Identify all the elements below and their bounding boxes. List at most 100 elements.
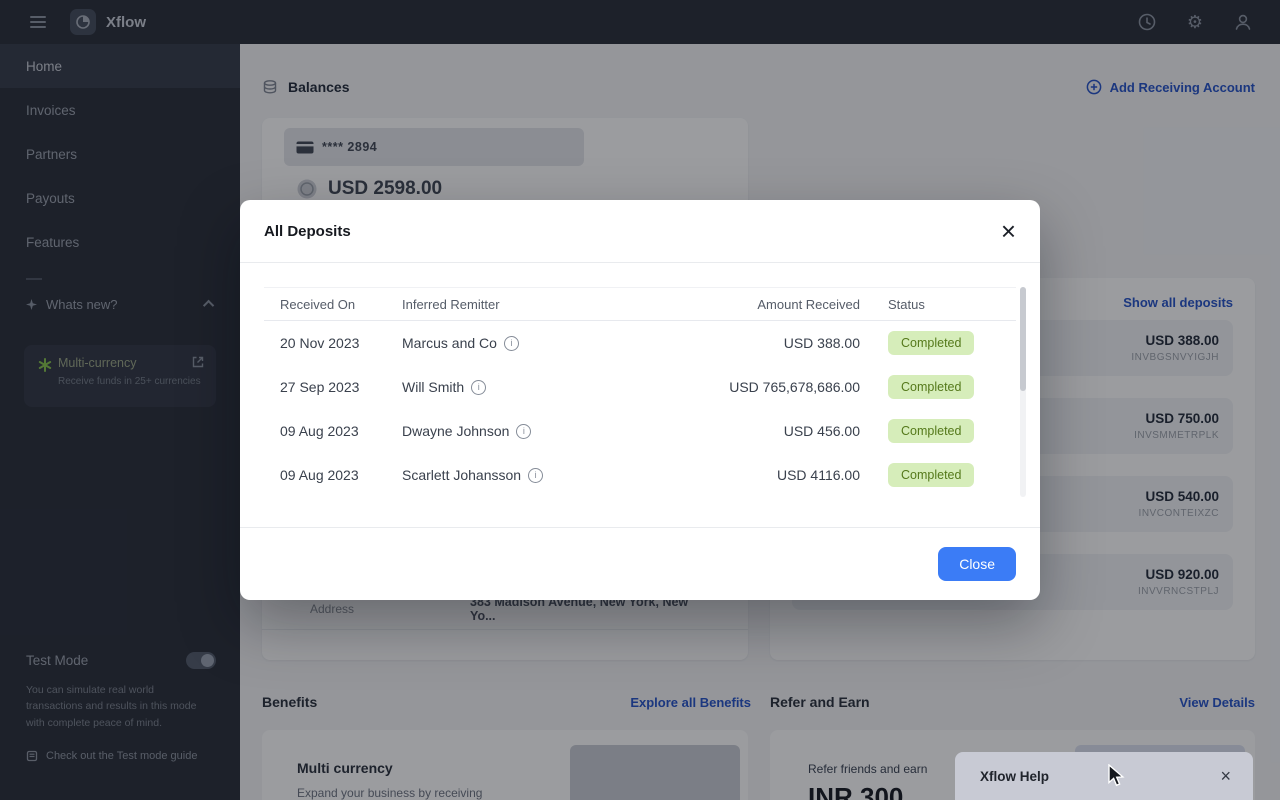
status-badge: Completed	[888, 463, 975, 487]
promo-title: Multi-currency	[58, 356, 137, 370]
test-mode-guide-link[interactable]: Check out the Test mode guide	[26, 750, 197, 762]
close-button[interactable]: Close	[938, 547, 1016, 581]
remitter-cell: Marcus and Co i	[402, 335, 640, 351]
deposit-reference: INVCONTEIXZC	[1138, 508, 1219, 519]
refer-header: Refer and Earn View Details	[770, 690, 1255, 714]
whats-new-label: Whats new?	[46, 296, 118, 312]
gear-icon[interactable]: ⚙	[1186, 11, 1204, 32]
scrollbar-thumb[interactable]	[1020, 287, 1026, 391]
help-widget-title: Xflow Help	[980, 768, 1050, 784]
sidebar-divider	[26, 278, 42, 280]
view-details-link[interactable]: View Details	[1179, 694, 1255, 710]
card-number: **** 2894	[322, 140, 378, 154]
user-icon[interactable]	[1232, 11, 1254, 33]
balance-line: USD 2598.00	[296, 178, 442, 200]
table-row: 20 Nov 2023 Marcus and Co i USD 388.00 C…	[264, 321, 1016, 365]
flower-icon	[38, 358, 52, 372]
deposit-amount: USD 540.00	[1145, 489, 1219, 504]
table-row: 09 Aug 2023 Dwayne Johnson i USD 456.00 …	[264, 409, 1016, 453]
explore-benefits-link[interactable]: Explore all Benefits	[630, 694, 751, 710]
info-icon[interactable]: i	[528, 467, 544, 483]
add-receiving-account-button[interactable]: Add Receiving Account	[1086, 79, 1255, 95]
book-icon	[26, 750, 38, 762]
benefit-card-title: Multi currency	[297, 760, 393, 776]
remitter-name: Scarlett Johansson	[402, 467, 522, 483]
amount-cell: USD 388.00	[783, 335, 860, 351]
sidebar-item-home[interactable]: Home	[0, 44, 240, 88]
amount-cell: USD 4116.00	[776, 467, 860, 483]
info-icon[interactable]: i	[471, 379, 487, 395]
benefit-card-image	[570, 745, 740, 800]
received-on-cell: 27 Sep 2023	[280, 379, 360, 395]
app-title: Xflow	[106, 13, 146, 31]
received-on-cell: 09 Aug 2023	[280, 423, 359, 439]
sidebar-item-invoices[interactable]: Invoices	[26, 102, 76, 118]
table-row: 27 Sep 2023 Will Smith i USD 765,678,686…	[264, 365, 1016, 409]
status-cell: Completed	[888, 331, 1000, 355]
coin-icon	[297, 179, 317, 199]
remitter-cell: Scarlett Johansson i	[402, 467, 640, 483]
topbar-actions: ⚙	[1136, 11, 1254, 33]
info-icon[interactable]: i	[516, 423, 532, 439]
remitter-name: Dwayne Johnson	[402, 423, 510, 439]
promo-card-multicurrency[interactable]: Multi-currency Receive funds in 25+ curr…	[24, 345, 216, 407]
history-icon[interactable]	[1136, 11, 1158, 33]
modal-title: All Deposits	[264, 222, 351, 240]
deposit-amount: USD 750.00	[1145, 411, 1219, 426]
test-mode-label: Test Mode	[26, 653, 89, 668]
col-header-received-on: Received On	[280, 296, 356, 312]
sidebar-item-payouts[interactable]: Payouts	[26, 190, 75, 206]
balances-header: Balances Add Receiving Account	[262, 74, 1255, 100]
sidebar-item-features[interactable]: Features	[26, 234, 80, 250]
card-balance: USD 2598.00	[328, 178, 443, 199]
all-deposits-modal: All Deposits × Received On Inferred Remi…	[240, 200, 1040, 600]
balances-title: Balances	[288, 79, 350, 95]
modal-header: All Deposits ×	[240, 200, 1040, 263]
menu-icon[interactable]	[30, 16, 46, 28]
deposit-reference: INVBGSNVYIGJH	[1131, 352, 1219, 363]
show-all-deposits-link[interactable]: Show all deposits	[1123, 294, 1233, 310]
account-chip[interactable]: **** 2894	[284, 128, 584, 166]
address-label: Address	[310, 602, 355, 616]
deposit-amount: USD 388.00	[1145, 333, 1219, 348]
remitter-name: Marcus and Co	[402, 335, 497, 351]
status-badge: Completed	[888, 375, 975, 399]
benefits-title: Benefits	[262, 694, 318, 710]
status-cell: Completed	[888, 375, 1000, 399]
refer-card-text: Refer friends and earn	[808, 762, 928, 776]
coins-icon	[263, 80, 277, 94]
test-mode-toggle[interactable]	[186, 652, 216, 669]
status-cell: Completed	[888, 463, 1000, 487]
external-link-icon	[192, 356, 204, 368]
benefits-card[interactable]: Multi currency Expand your business by r…	[262, 730, 748, 800]
sparkle-icon	[26, 298, 37, 310]
remitter-cell: Will Smith i	[402, 379, 640, 395]
sidebar-item-partners[interactable]: Partners	[26, 146, 78, 162]
deposit-reference: INVVRNCSTPLJ	[1137, 586, 1219, 597]
status-badge: Completed	[888, 331, 975, 355]
help-widget[interactable]: Xflow Help ×	[955, 752, 1253, 800]
refer-card-amount: INR 300	[808, 782, 904, 800]
bank-card-icon	[296, 141, 314, 153]
info-icon[interactable]: i	[503, 335, 519, 351]
benefits-header: Benefits Explore all Benefits	[262, 690, 751, 714]
test-mode-row: Test Mode	[26, 652, 216, 669]
topbar: Xflow ⚙	[0, 0, 1280, 44]
deposits-table: Received On Inferred Remitter Amount Rec…	[264, 287, 1026, 497]
promo-subtitle: Receive funds in 25+ currencies	[58, 376, 201, 387]
remitter-name: Will Smith	[402, 379, 465, 395]
received-on-cell: 09 Aug 2023	[280, 467, 359, 483]
close-icon[interactable]: ×	[1000, 216, 1016, 246]
modal-footer: Close	[240, 527, 1040, 600]
add-account-label: Add Receiving Account	[1109, 79, 1255, 95]
col-header-status: Status	[888, 296, 925, 312]
whats-new-toggle[interactable]: Whats new?	[0, 284, 240, 324]
table-scrollbar[interactable]	[1020, 287, 1026, 497]
status-cell: Completed	[888, 419, 1000, 443]
close-icon[interactable]: ×	[1220, 765, 1231, 786]
table-row: 09 Aug 2023 Scarlett Johansson i USD 411…	[264, 453, 1016, 497]
amount-cell: USD 765,678,686.00	[729, 379, 860, 395]
xflow-logo-icon[interactable]	[70, 9, 96, 35]
received-on-cell: 20 Nov 2023	[280, 335, 360, 351]
